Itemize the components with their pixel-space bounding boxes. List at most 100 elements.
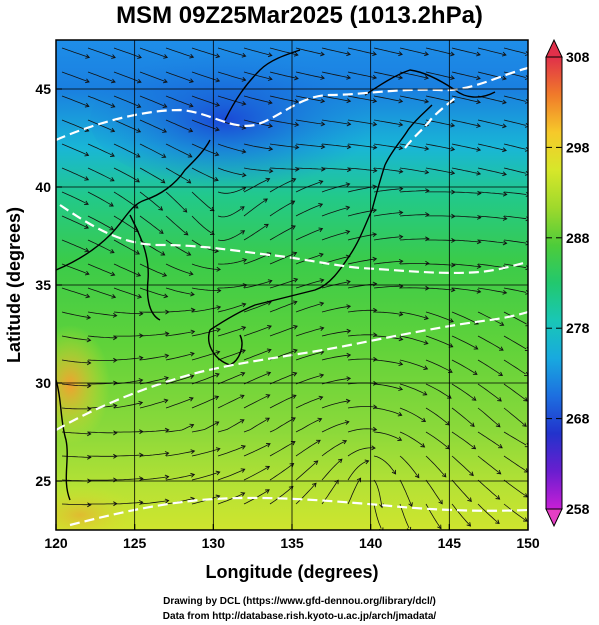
streamline: [139, 333, 169, 337]
streamline-arrow: [267, 52, 273, 58]
streamline: [399, 287, 429, 289]
streamline: [217, 372, 245, 385]
streamline-arrow: [188, 271, 194, 276]
streamline: [217, 206, 245, 218]
streamline: [477, 71, 507, 80]
streamline-arrow: [189, 53, 195, 59]
streamline: [269, 47, 298, 56]
streamline-arrow: [476, 99, 481, 105]
streamline: [61, 95, 89, 107]
streamline: [347, 258, 377, 265]
streamline-arrow: [499, 321, 505, 326]
streamline: [321, 421, 349, 433]
streamline-arrow: [476, 264, 482, 269]
streamline: [243, 143, 273, 150]
streamline-arrow: [345, 229, 351, 235]
streamline: [165, 239, 191, 256]
streamline-arrow: [241, 302, 247, 308]
streamline-arrow: [190, 351, 195, 357]
streamline-arrow: [164, 376, 169, 381]
streamline: [191, 95, 220, 106]
streamline-arrow: [495, 519, 500, 525]
streamline: [399, 407, 426, 422]
streamline: [191, 143, 219, 156]
streamline: [373, 383, 403, 390]
streamline: [451, 287, 481, 293]
streamline-arrow: [266, 348, 272, 354]
streamline-arrow: [110, 103, 116, 108]
streamline-arrow: [398, 234, 404, 240]
streamline-arrow: [265, 177, 271, 183]
streamline: [87, 167, 115, 182]
streamline-arrow: [501, 51, 507, 57]
streamline-arrow: [313, 460, 319, 465]
streamline: [321, 231, 350, 241]
streamline-arrow: [164, 427, 170, 433]
streamline: [373, 143, 403, 149]
streamline: [243, 119, 273, 127]
streamline-arrow: [294, 98, 300, 104]
streamline-arrow: [137, 54, 142, 59]
streamline: [87, 263, 115, 276]
streamline-arrow: [241, 172, 247, 178]
streamline-arrow: [471, 444, 477, 450]
streamline-arrow: [346, 279, 351, 285]
streamline-arrow: [424, 51, 429, 57]
streamline-arrow: [502, 191, 508, 197]
streamline: [295, 203, 323, 217]
streamline: [113, 215, 139, 232]
streamline-arrow: [318, 252, 324, 258]
streamline-arrow: [424, 75, 429, 80]
streamline-arrow: [398, 98, 404, 104]
streamline-arrow: [267, 279, 273, 284]
streamline-arrow: [183, 230, 189, 236]
streamline-arrow: [239, 394, 245, 400]
streamline: [321, 71, 351, 79]
y-tick-label: 45: [35, 81, 51, 97]
streamline-arrow: [372, 232, 378, 238]
streamline: [503, 287, 527, 293]
credit-drawing: Drawing by DCL (https://www.gfd-dennou.o…: [163, 596, 436, 607]
streamline: [165, 215, 189, 236]
streamline: [373, 260, 403, 265]
streamline: [87, 239, 115, 253]
streamline: [61, 71, 90, 83]
streamline: [269, 395, 297, 409]
streamline: [217, 71, 246, 81]
streamline: [139, 95, 167, 108]
streamline-arrow: [495, 495, 501, 500]
streamline: [113, 71, 142, 83]
streamline-arrow: [372, 144, 378, 150]
streamline: [165, 424, 194, 433]
streamline: [243, 394, 270, 409]
streamline: [113, 95, 141, 108]
streamline-arrow: [84, 151, 90, 157]
streamline: [269, 417, 296, 433]
streamline-arrow: [84, 247, 90, 253]
streamline-arrow: [266, 371, 272, 376]
streamline-arrow: [319, 373, 325, 379]
streamline-arrow: [267, 324, 272, 330]
streamline: [217, 47, 246, 57]
streamline: [321, 354, 351, 361]
streamline-arrow: [109, 177, 115, 182]
streamline-arrow: [316, 439, 321, 445]
streamline: [139, 71, 168, 83]
streamline: [113, 143, 140, 158]
streamline-arrow: [135, 153, 141, 158]
streamline-arrow: [162, 272, 168, 277]
streamline: [191, 287, 221, 291]
streamline-arrow: [498, 371, 504, 376]
streamline-arrow: [294, 122, 300, 127]
streamline: [477, 335, 504, 351]
streamline: [165, 474, 195, 481]
streamline-arrow: [398, 258, 404, 264]
streamline: [321, 95, 351, 102]
streamline-arrow: [473, 345, 479, 350]
streamline: [503, 503, 528, 522]
streamline: [243, 417, 270, 433]
streamline-arrow: [318, 203, 324, 208]
streamline-arrow: [160, 251, 166, 256]
streamline-arrow: [190, 329, 196, 335]
streamline-arrow: [344, 420, 350, 425]
